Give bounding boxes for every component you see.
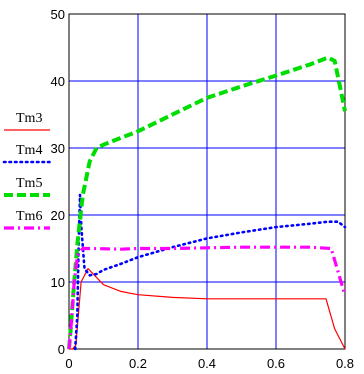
plot-frame — [68, 13, 346, 350]
series-line-tm3 — [69, 268, 346, 350]
x-tick-label: 0 — [65, 356, 72, 371]
series-line-tm6 — [67, 245, 347, 350]
x-tick-label: 0.2 — [129, 356, 147, 371]
legend: Tm3 Tm4 Tm5 Tm6 — [2, 111, 52, 230]
x-tick-label: 0.4 — [198, 356, 216, 371]
x-tick-label: 0.6 — [267, 356, 285, 371]
legend-label-tm5: Tm5 — [16, 176, 42, 191]
series-line-tm4 — [73, 193, 347, 351]
y-tick-label: 30 — [51, 141, 65, 156]
y-tick-label: 10 — [51, 275, 65, 290]
series-line-tm5 — [67, 55, 347, 350]
y-axis-ticks: 0 10 20 30 40 50 — [51, 7, 65, 357]
x-axis-ticks: 0 0.2 0.4 0.6 0.8 — [65, 356, 354, 371]
legend-label-tm4: Tm4 — [16, 143, 42, 158]
y-tick-label: 40 — [51, 74, 65, 89]
y-tick-label: 20 — [51, 208, 65, 223]
y-tick-label: 0 — [58, 342, 65, 357]
legend-label-tm6: Tm6 — [16, 209, 42, 224]
y-tick-label: 50 — [51, 7, 65, 22]
legend-label-tm3: Tm3 — [16, 111, 42, 126]
grid — [68, 13, 346, 350]
plot-area — [67, 55, 347, 351]
x-tick-label: 0.8 — [336, 356, 354, 371]
